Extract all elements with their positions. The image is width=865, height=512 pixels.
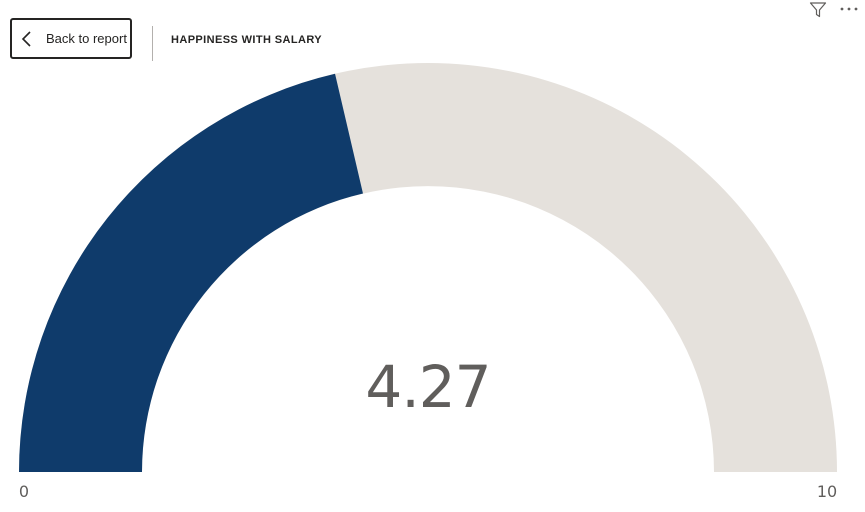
visual-title: HAPPINESS WITH SALARY: [171, 34, 323, 46]
back-to-report-button[interactable]: Back to report: [10, 18, 132, 59]
gauge-max-label: 10: [817, 482, 837, 501]
chevron-left-icon: [21, 30, 31, 47]
gauge-value-arc: [19, 73, 363, 472]
more-options-icon[interactable]: [839, 2, 859, 16]
filter-icon[interactable]: [809, 1, 827, 19]
back-button-label: Back to report: [46, 31, 127, 46]
gauge-min-label: 0: [19, 482, 29, 501]
header-divider: [152, 26, 153, 61]
gauge-value-label: 4.27: [365, 353, 490, 421]
